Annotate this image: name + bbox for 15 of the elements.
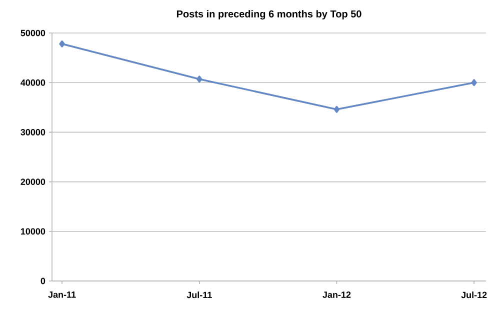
x-tick-label: Jul-12 [461, 292, 487, 298]
y-tick-label: 40000 [20, 79, 46, 86]
x-tick-label: Jan-11 [48, 292, 76, 298]
chart-title: Posts in preceding 6 months by Top 50 [176, 10, 362, 20]
point [59, 40, 65, 48]
y-tick-label: 0 [40, 278, 46, 284]
point [196, 76, 202, 83]
point [334, 106, 340, 113]
y-tick-label: 50000 [20, 30, 46, 36]
y-tick-label: 30000 [20, 129, 46, 136]
y-tick-label: 10000 [21, 228, 46, 235]
point [471, 79, 477, 86]
x-tick-label: Jan-12 [322, 292, 351, 298]
y-tick-label: 20000 [20, 178, 46, 185]
x-tick-label: Jul-11 [186, 292, 212, 298]
